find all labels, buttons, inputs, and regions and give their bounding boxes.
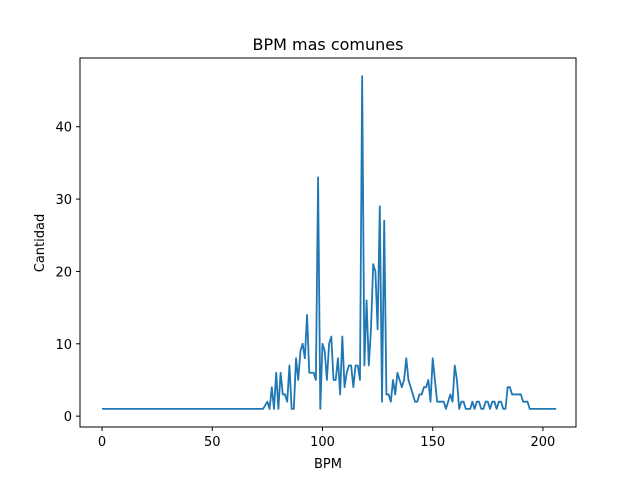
x-tick-label: 150 (420, 435, 445, 450)
y-tick-label: 30 (55, 193, 72, 208)
x-tick-label: 50 (204, 435, 221, 450)
y-tick-label: 20 (55, 265, 72, 280)
y-tick-label: 10 (55, 338, 72, 353)
y-tick-label: 40 (55, 121, 72, 136)
chart-title: BPM mas comunes (253, 35, 404, 54)
axis-ticks: 0 50 100 150 200 0 10 20 30 40 (55, 121, 555, 450)
series-line-0 (102, 75, 557, 410)
x-axis-label: BPM (314, 457, 342, 472)
series-group (102, 75, 557, 410)
y-axis-label: Cantidad (33, 214, 48, 272)
x-tick-label: 200 (531, 435, 556, 450)
x-tick-label: 0 (98, 435, 106, 450)
y-tick-label: 0 (64, 410, 72, 425)
x-tick-label: 100 (310, 435, 335, 450)
plot-frame (79, 57, 577, 428)
